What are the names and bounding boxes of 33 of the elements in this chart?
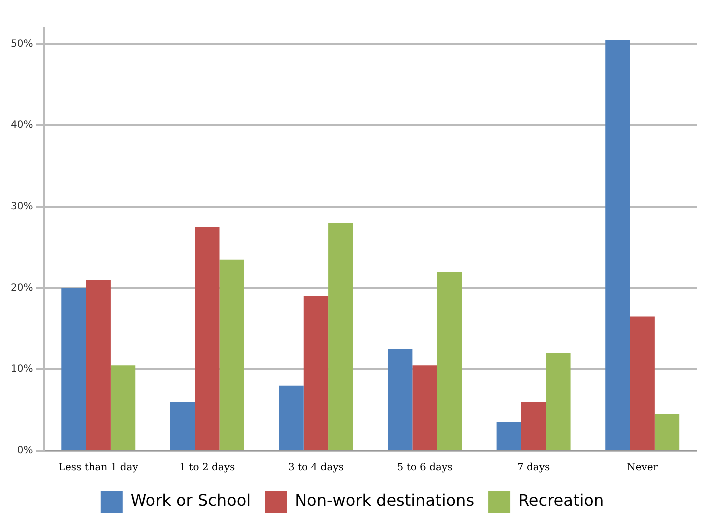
y-tick-label: 30% [10, 202, 34, 213]
legend-label: Work or School [130, 491, 252, 510]
bar [170, 402, 196, 450]
bar [279, 386, 304, 450]
x-tick-label: 1 to 2 days [180, 462, 236, 474]
bar [496, 422, 522, 450]
bar [328, 223, 354, 450]
bar [110, 366, 136, 450]
x-tick-label: Less than 1 day [58, 462, 139, 474]
bar [412, 366, 438, 450]
bar [62, 288, 86, 450]
y-tick-label: 40% [10, 120, 34, 132]
bar [521, 402, 546, 450]
bar [304, 296, 329, 450]
bar [606, 40, 630, 450]
bar [86, 280, 111, 450]
x-tick-label: Never [627, 462, 658, 474]
x-tick-label: 7 days [517, 462, 550, 474]
legend-label: Non-work destinations [295, 491, 475, 510]
y-tick-label: 50% [10, 38, 34, 50]
bar [388, 349, 413, 450]
bar [630, 316, 655, 450]
bar [546, 353, 571, 450]
bar [437, 272, 462, 450]
y-tick-label: 20% [10, 282, 34, 294]
x-tick-label: 3 to 4 days [288, 462, 344, 474]
bar [195, 227, 220, 450]
y-tick-label: 10% [10, 364, 34, 376]
x-tick-label: 5 to 6 days [397, 462, 453, 474]
bar [654, 414, 680, 450]
bar [220, 260, 244, 450]
y-tick-label: 0% [17, 446, 34, 457]
legend-label: Recreation [518, 491, 604, 510]
